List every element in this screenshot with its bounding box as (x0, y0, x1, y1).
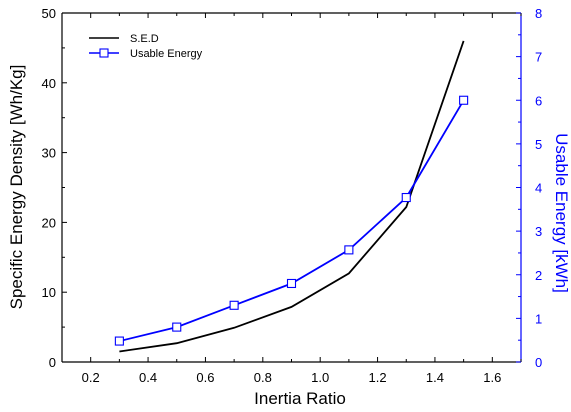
series-point-1 (114, 336, 124, 346)
x-tick-label: 0.2 (82, 370, 100, 385)
series-point-1 (401, 192, 411, 203)
series-layer (114, 40, 469, 353)
x-axis-title: Inertia Ratio (254, 389, 346, 408)
y2-tick-label: 3 (535, 224, 542, 239)
y-axis-right-title: Usable Energy [kWh] (552, 133, 571, 293)
y-tick-label: 20 (42, 215, 56, 230)
x-tick-label: 0.6 (196, 370, 214, 385)
x-tick-label: 0.8 (254, 370, 272, 385)
y2-tick-label: 4 (535, 181, 542, 196)
y2-tick-label: 8 (535, 6, 542, 21)
legend-label-sed: S.E.D (130, 33, 159, 45)
x-axis: 0.2 0.4 0.6 0.8 1.0 1.2 1.4 1.6 (61, 13, 522, 385)
x-tick-label: 0.4 (139, 370, 157, 385)
series-point-1 (229, 300, 239, 310)
y-tick-label: 40 (42, 76, 56, 91)
series-line-0 (119, 40, 465, 353)
x-tick-label: 1.2 (369, 370, 387, 385)
y2-tick-label: 1 (535, 311, 542, 326)
legend-label-usable-energy: Usable Energy (130, 48, 203, 60)
series-point-1 (344, 245, 354, 255)
y-tick-label: 0 (49, 355, 56, 370)
y-axis-left: 0 10 20 30 40 50 (42, 6, 67, 370)
y2-tick-label: 2 (535, 268, 542, 283)
y2-tick-label: 5 (535, 137, 542, 152)
series-point-1 (286, 278, 297, 289)
series-line-1 (119, 99, 465, 342)
series-point-1 (172, 322, 182, 332)
plot-area (61, 12, 522, 363)
legend-marker-usable-energy (99, 48, 109, 58)
y2-tick-label: 7 (535, 50, 542, 65)
y-tick-label: 30 (42, 146, 56, 161)
x-tick-label: 1.4 (426, 370, 444, 385)
x-tick-label: 1.6 (483, 370, 501, 385)
legend: S.E.D Usable Energy (89, 33, 203, 60)
y-tick-label: 10 (42, 285, 56, 300)
y-tick-label: 50 (42, 6, 56, 21)
y2-tick-label: 0 (535, 355, 542, 370)
y-axis-right: 0 1 2 3 4 5 6 7 8 (516, 6, 542, 370)
y2-tick-label: 6 (535, 93, 542, 108)
y-axis-left-title: Specific Energy Density [Wh/Kg] (7, 65, 26, 310)
series-point-1 (459, 95, 469, 105)
x-tick-label: 1.0 (311, 370, 329, 385)
